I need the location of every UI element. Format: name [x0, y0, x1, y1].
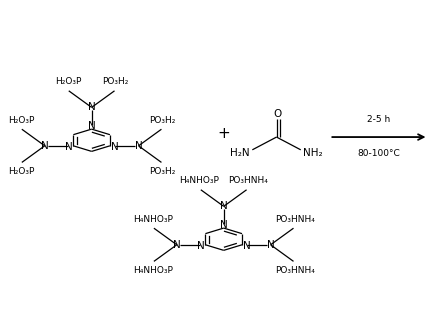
Text: H₄NHO₃P: H₄NHO₃P — [179, 176, 219, 185]
Text: N: N — [88, 102, 96, 112]
Text: PO₃HNH₄: PO₃HNH₄ — [275, 215, 315, 224]
Text: N: N — [243, 241, 250, 251]
Text: PO₃H₂: PO₃H₂ — [149, 167, 175, 176]
Text: PO₃H₂: PO₃H₂ — [102, 77, 128, 86]
Text: H₂N: H₂N — [230, 148, 250, 158]
Text: H₄NHO₃P: H₄NHO₃P — [132, 215, 172, 224]
Text: NH₂: NH₂ — [303, 148, 323, 158]
Text: PO₃HNH₄: PO₃HNH₄ — [228, 176, 268, 185]
Text: H₄NHO₃P: H₄NHO₃P — [132, 266, 172, 275]
Text: N: N — [135, 141, 142, 151]
Text: N: N — [65, 142, 73, 152]
Text: 2-5 h: 2-5 h — [367, 115, 390, 124]
Text: N: N — [197, 241, 205, 251]
Text: H₂O₃P: H₂O₃P — [8, 167, 34, 176]
Text: H₂O₃P: H₂O₃P — [54, 77, 81, 86]
Text: N: N — [88, 121, 96, 131]
Text: +: + — [218, 126, 230, 141]
Text: O: O — [274, 109, 282, 119]
Text: 80-100°C: 80-100°C — [358, 148, 400, 157]
Text: PO₃HNH₄: PO₃HNH₄ — [275, 266, 315, 275]
Text: N: N — [267, 240, 275, 250]
Text: PO₃H₂: PO₃H₂ — [149, 116, 175, 125]
Text: N: N — [41, 141, 49, 151]
Text: N: N — [111, 142, 118, 152]
Text: N: N — [220, 220, 228, 230]
Text: H₂O₃P: H₂O₃P — [8, 116, 34, 125]
Text: N: N — [220, 201, 228, 211]
Text: N: N — [173, 240, 181, 250]
